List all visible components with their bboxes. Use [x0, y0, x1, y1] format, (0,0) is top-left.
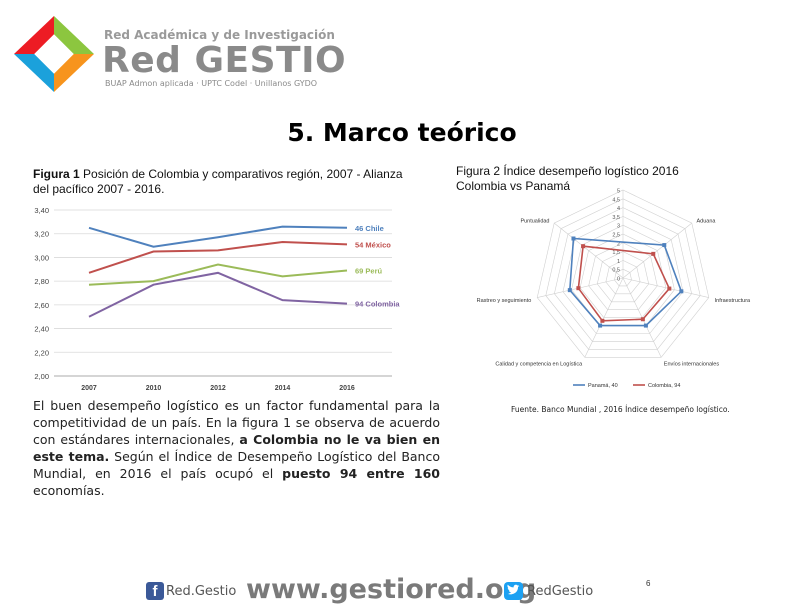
- series-line: [88, 271, 348, 318]
- figure1-caption: Figura 1 Posición de Colombia y comparat…: [33, 167, 413, 197]
- radar-point: [679, 289, 684, 294]
- y-tick-label: 2,40: [34, 325, 49, 334]
- y-tick-label: 2,80: [34, 277, 49, 286]
- figure2-caption-line1: Figura 2 Índice desempeño logístico 2016: [456, 164, 679, 178]
- twitter-icon[interactable]: [504, 582, 523, 600]
- legend-label: Colombia, 94: [648, 383, 680, 389]
- series-line: [88, 241, 348, 274]
- x-tick-label: 2016: [339, 385, 355, 392]
- x-tick-label: 2012: [210, 385, 226, 392]
- radar-point: [571, 236, 576, 241]
- radar-spoke: [622, 222, 692, 279]
- radar-tick-label: 4,5: [612, 197, 620, 203]
- radar-tick-label: 3,5: [612, 215, 620, 221]
- figure2-caption-line2: Colombia vs Panamá: [456, 179, 571, 193]
- radar-point: [600, 318, 605, 323]
- series-line: [88, 263, 348, 286]
- brand-members: BUAP Admon aplicada · UPTC Codel · Unill…: [105, 79, 318, 88]
- radar-axis-label: Rastreo y seguimiento: [477, 298, 532, 304]
- page-title: 5. Marco teórico: [287, 118, 517, 147]
- facebook-icon[interactable]: f: [146, 582, 164, 600]
- radar-grid-ring: [536, 189, 710, 358]
- series-line: [88, 225, 348, 248]
- body-bold-2: puesto 94 entre 160: [282, 466, 440, 481]
- body-text-3: economías.: [33, 483, 105, 498]
- radar-point: [581, 244, 586, 249]
- twitter-label[interactable]: RedGestio: [527, 584, 594, 599]
- radar-tick-label: 2: [617, 241, 620, 247]
- radar-spoke: [554, 222, 624, 279]
- radar-point: [576, 286, 581, 291]
- radar-grid-ring: [588, 242, 658, 311]
- radar-point: [598, 323, 603, 328]
- radar-point: [667, 286, 672, 291]
- radar-axis-label: Envíos internacionales: [664, 362, 720, 368]
- radar-grid-ring: [605, 260, 641, 295]
- radar-grid-ring: [614, 268, 632, 287]
- y-tick-label: 2,20: [34, 348, 49, 357]
- y-tick-label: 3,20: [34, 230, 49, 239]
- radar-grid-ring: [545, 198, 701, 350]
- series-label: 54 México: [355, 240, 391, 249]
- radar-tick-label: 0,5: [612, 268, 620, 274]
- facebook-label[interactable]: Red.Gestio: [166, 584, 237, 599]
- red-gestio-logo-icon: [14, 16, 94, 92]
- y-tick-label: 2,60: [34, 301, 49, 310]
- series-label: 69 Perú: [355, 266, 383, 275]
- y-tick-label: 3,00: [34, 253, 49, 262]
- legend-label: Panamá, 40: [588, 383, 618, 389]
- body-paragraph: El buen desempeño logístico es un factor…: [33, 397, 440, 499]
- radar-axis-label: Aduana: [696, 218, 716, 224]
- radar-spoke: [622, 277, 709, 298]
- radar-tick-label: 1: [617, 259, 620, 265]
- radar-tick-label: 1,5: [612, 250, 620, 256]
- radar-point: [567, 288, 572, 293]
- y-tick-label: 2,00: [34, 372, 49, 381]
- body-bold-1: a Colombia no le va bien en este tema.: [33, 432, 440, 464]
- x-tick-label: 2014: [275, 385, 291, 392]
- series-label: 46 Chile: [355, 224, 384, 233]
- line-chart: 2,00 2,20 2,40 2,60 2,80 3,00 3,20 3,40 2007 2010…: [34, 206, 400, 392]
- body-text-1: El buen desempeño logístico es un factor…: [33, 398, 440, 447]
- radar-tick-label: 4: [617, 206, 620, 212]
- website-url[interactable]: www.gestiored.org: [246, 574, 537, 605]
- radar-axis-label: Infraestructura: [715, 298, 751, 304]
- radar-tick-label: 3: [617, 224, 620, 230]
- brand-name: Red GESTIO: [102, 40, 347, 81]
- radar-tick-label: 2,5: [612, 233, 620, 239]
- radar-tick-label: 5: [617, 189, 620, 195]
- radar-point: [651, 251, 656, 256]
- radar-grid-ring: [596, 251, 650, 303]
- radar-axis-label: Calidad y competencia en Logística: [495, 362, 583, 368]
- y-tick-label: 3,40: [34, 206, 49, 215]
- radar-point: [640, 317, 645, 322]
- radar-point: [643, 323, 648, 328]
- figure1-caption-text: Posición de Colombia y comparativos regi…: [33, 167, 403, 196]
- figure2-caption: Figura 2 Índice desempeño logístico 2016…: [456, 164, 726, 194]
- body-text-2: Según el Índice de Desempeño Logístico d…: [33, 449, 440, 481]
- radar-chart: 0 0,5 1 1,5 2 2,5 3 3,5 4 4,5 5 Aduana Infraestructu…: [477, 189, 751, 390]
- radar-grid-ring: [554, 207, 692, 342]
- source-note: Fuente. Banco Mundial , 2016 Índice dese…: [511, 405, 730, 414]
- figure1-caption-label: Figura 1: [33, 167, 80, 181]
- radar-spoke: [584, 277, 624, 358]
- x-tick-label: 2007: [81, 385, 97, 392]
- series-label: 94 Colombia: [355, 300, 400, 309]
- radar-grid-ring: [579, 233, 667, 318]
- radar-axis-label: Puntualidad: [520, 218, 549, 224]
- radar-point: [662, 243, 667, 248]
- brand-network-label: Red Académica y de Investigación: [104, 28, 335, 42]
- page-number: 6: [646, 579, 651, 588]
- x-tick-label: 2010: [146, 385, 162, 392]
- radar-tick-label: 0: [617, 277, 620, 283]
